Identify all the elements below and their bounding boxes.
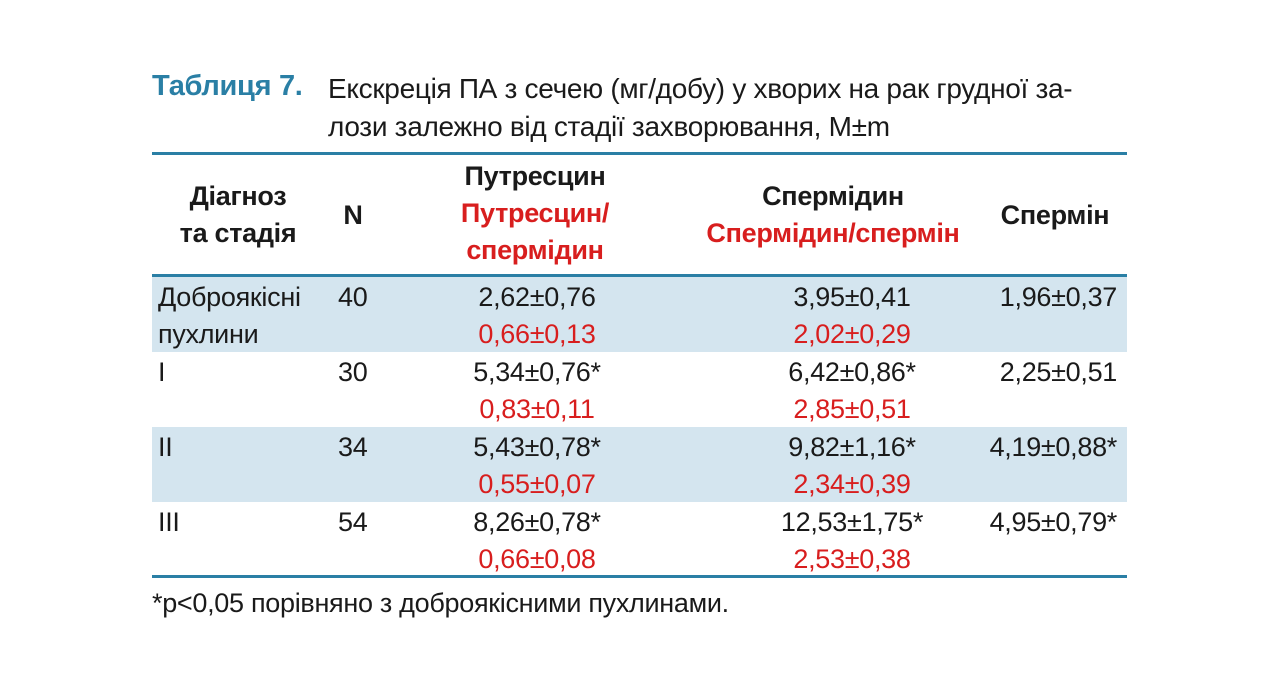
cell-putrescine-value: 2,62±0,76 <box>478 282 596 312</box>
cell-putrescine-value: 8,26±0,78* <box>473 507 601 537</box>
cell-diagnosis: I <box>158 354 318 391</box>
header-spermidine: Спермідин Спермідин/спермін <box>688 178 978 252</box>
cell-spermidine-ratio: 2,53±0,38 <box>793 544 911 574</box>
cell-putrescine: 2,62±0,76 0,66±0,13 <box>422 279 652 353</box>
cell-spermidine: 6,42±0,86* 2,85±0,51 <box>712 354 992 428</box>
header-putrescine-ratio-line-2: спермідин <box>466 235 604 265</box>
cell-putrescine-value: 5,34±0,76* <box>473 357 601 387</box>
table-footnote: *p<0,05 порівняно з доброякісними пухлин… <box>152 588 729 618</box>
cell-spermidine-value: 6,42±0,86* <box>788 357 916 387</box>
header-n: N <box>343 200 363 230</box>
table-title: Екскреція ПА з сечею (мг/добу) у хворих … <box>328 70 1128 146</box>
cell-diagnosis-line-1: II <box>158 432 173 462</box>
cell-spermine: 4,95±0,79* <box>989 507 1118 537</box>
cell-putrescine-ratio: 0,66±0,08 <box>478 544 596 574</box>
cell-putrescine-ratio: 0,55±0,07 <box>478 469 596 499</box>
header-diagnosis-line-2: та стадія <box>179 218 297 248</box>
table-title-line-1: Екскреція ПА з сечею (мг/добу) у хворих … <box>328 73 1073 104</box>
cell-diagnosis: Доброякісні пухлини <box>158 279 318 353</box>
header-diagnosis-line-1: Діагноз <box>189 181 287 211</box>
cell-diagnosis-line-2: пухлини <box>158 319 259 349</box>
table-title-line-2: лози залежно від стадії захворювання, M±… <box>328 111 890 142</box>
header-spermine: Спермін <box>1000 200 1110 230</box>
table-bottom-rule <box>152 575 1127 578</box>
table-number: Таблиця 7. <box>152 70 303 102</box>
cell-diagnosis: II <box>158 429 318 466</box>
cell-n: 30 <box>338 357 368 387</box>
header-diagnosis: Діагноз та стадія <box>158 178 318 252</box>
cell-spermidine-value: 12,53±1,75* <box>780 507 924 537</box>
cell-putrescine-ratio: 0,83±0,11 <box>479 394 595 424</box>
cell-n: 54 <box>338 507 368 537</box>
header-putrescine-ratio-line-1: Путресцин/ <box>460 198 610 228</box>
cell-diagnosis-line-1: I <box>158 357 166 387</box>
header-spermidine-ratio: Спермідин/спермін <box>706 218 960 248</box>
cell-spermine: 1,96±0,37 <box>999 282 1118 312</box>
cell-spermidine-ratio: 2,85±0,51 <box>793 394 911 424</box>
table-row: II 34 5,43±0,78* 0,55±0,07 9,82±1,16* 2,… <box>152 427 1127 502</box>
cell-putrescine: 5,34±0,76* 0,83±0,11 <box>422 354 652 428</box>
cell-spermidine-value: 3,95±0,41 <box>793 282 911 312</box>
cell-spermine: 4,19±0,88* <box>989 432 1118 462</box>
cell-spermidine: 3,95±0,41 2,02±0,29 <box>712 279 992 353</box>
cell-putrescine-ratio: 0,66±0,13 <box>478 319 596 349</box>
cell-n: 34 <box>338 432 368 462</box>
table-row: I 30 5,34±0,76* 0,83±0,11 6,42±0,86* 2,8… <box>152 352 1127 427</box>
cell-diagnosis-line-1: Доброякісні <box>158 282 301 312</box>
cell-diagnosis-line-1: III <box>158 507 180 537</box>
cell-n: 40 <box>338 282 368 312</box>
header-putrescine-line-1: Путресцин <box>464 161 606 191</box>
cell-spermidine-ratio: 2,34±0,39 <box>793 469 911 499</box>
header-putrescine: Путресцин Путресцин/ спермідин <box>425 158 645 269</box>
table-top-rule <box>152 152 1127 155</box>
cell-putrescine: 5,43±0,78* 0,55±0,07 <box>422 429 652 503</box>
cell-spermine: 2,25±0,51 <box>999 357 1118 387</box>
cell-spermidine-ratio: 2,02±0,29 <box>793 319 911 349</box>
table-header-rule <box>152 274 1127 277</box>
cell-spermidine-value: 9,82±1,16* <box>788 432 916 462</box>
table-row: Доброякісні пухлини 40 2,62±0,76 0,66±0,… <box>152 277 1127 352</box>
cell-spermidine: 12,53±1,75* 2,53±0,38 <box>712 504 992 578</box>
cell-spermidine: 9,82±1,16* 2,34±0,39 <box>712 429 992 503</box>
cell-putrescine-value: 5,43±0,78* <box>473 432 601 462</box>
cell-putrescine: 8,26±0,78* 0,66±0,08 <box>422 504 652 578</box>
cell-diagnosis: III <box>158 504 318 541</box>
table-row: III 54 8,26±0,78* 0,66±0,08 12,53±1,75* … <box>152 502 1127 577</box>
header-spermidine-line-1: Спермідин <box>762 181 904 211</box>
